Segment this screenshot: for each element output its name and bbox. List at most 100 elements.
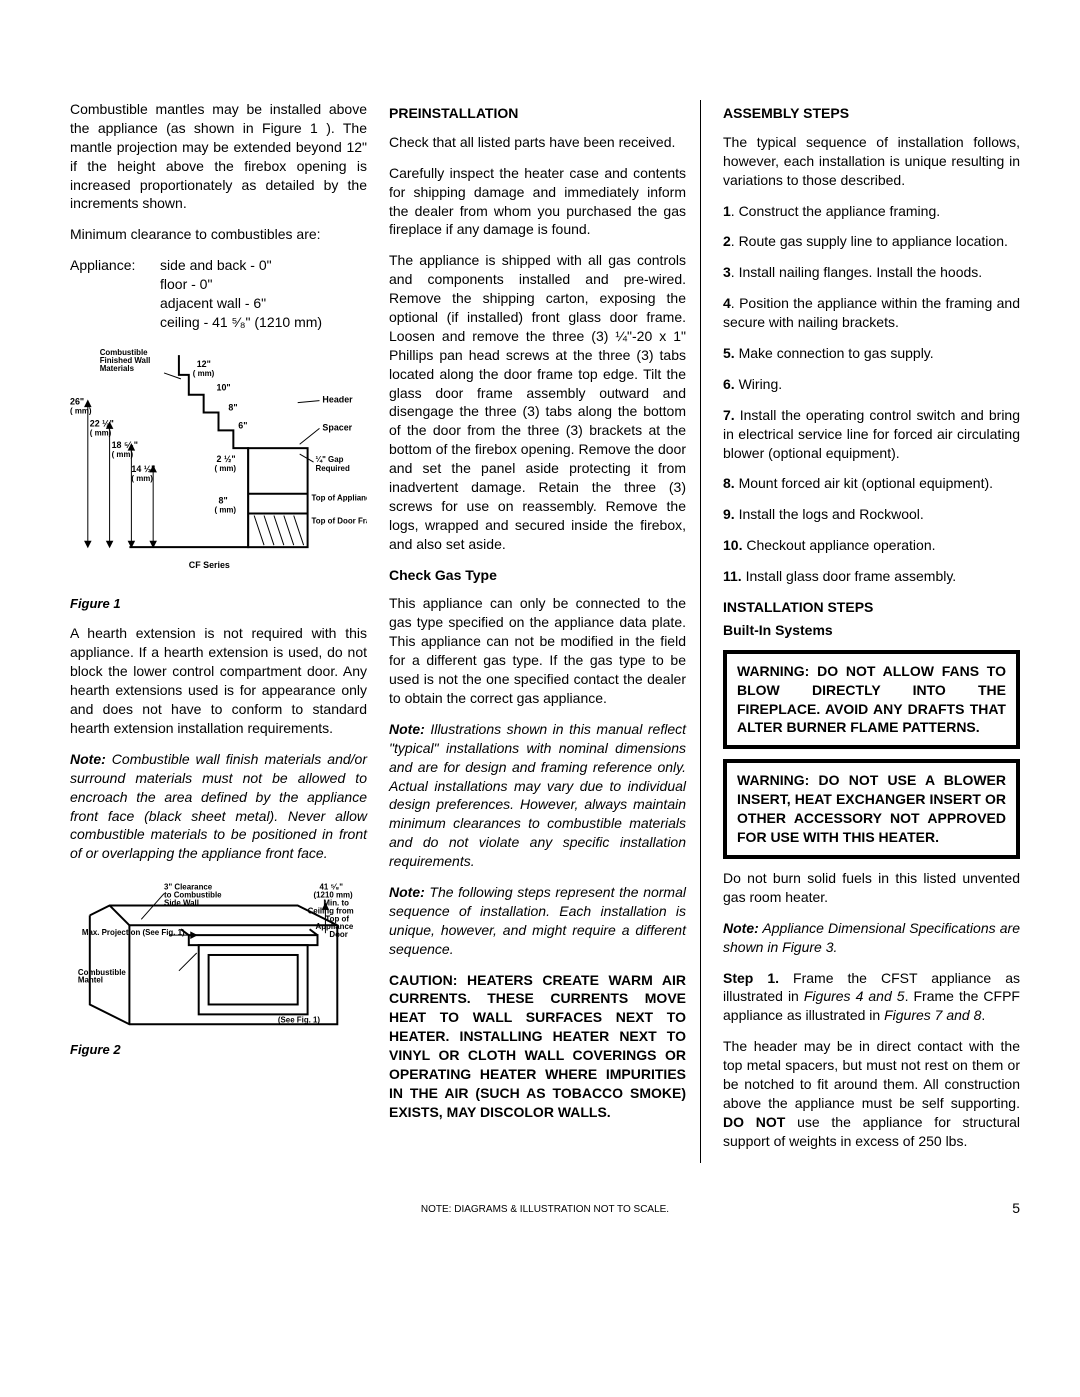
- step-num: 3: [723, 264, 731, 280]
- svg-text:6": 6": [238, 420, 247, 430]
- column-1: Combustible mantles may be installed abo…: [70, 100, 367, 1163]
- step-text: . Route gas supply line to appliance loc…: [731, 233, 1008, 249]
- clearance-line3: adjacent wall - 6": [160, 294, 367, 313]
- col1-p3: A hearth extension is not required with …: [70, 624, 367, 737]
- step-text: Install the logs and Rockwool.: [735, 506, 924, 522]
- assembly-steps-list: 1. Construct the appliance framing. 2. R…: [723, 202, 1020, 586]
- list-item: 11. Install glass door frame assembly.: [723, 567, 1020, 586]
- clearance-line1: side and back - 0": [160, 256, 367, 275]
- step-num: 1: [723, 203, 731, 219]
- clearance-line2: floor - 0": [160, 275, 367, 294]
- figure-1: Combustible Finished Wall Materials 12" …: [70, 344, 367, 587]
- figure-2: 3" Clearance to Combustible Side Wall Ma…: [70, 875, 367, 1033]
- list-item: 2. Route gas supply line to appliance lo…: [723, 232, 1020, 251]
- clearances-block: Appliance: side and back - 0" floor - 0"…: [70, 256, 367, 332]
- column-2: PREINSTALLATION Check that all listed pa…: [389, 100, 701, 1163]
- check-gas-heading: Check Gas Type: [389, 566, 686, 585]
- svg-text:¼" Gap: ¼" Gap: [316, 455, 344, 464]
- list-item: 5. Make connection to gas supply.: [723, 344, 1020, 363]
- footer: NOTE: DIAGRAMS & ILLUSTRATION NOT TO SCA…: [70, 1203, 1020, 1217]
- col3-p2: Do not burn solid fuels in this listed u…: [723, 869, 1020, 907]
- list-item: 6. Wiring.: [723, 375, 1020, 394]
- column-3: ASSEMBLY STEPS The typical sequence of i…: [723, 100, 1020, 1163]
- svg-text:22 ½": 22 ½": [90, 418, 114, 428]
- step-num: 8.: [723, 475, 735, 491]
- caution-text: CAUTION: HEATERS CREATE WARM AIR CURRENT…: [389, 971, 686, 1122]
- svg-text:( mm): ( mm): [112, 450, 134, 459]
- step-lead: Step 1.: [723, 970, 779, 986]
- note-lead: Note:: [389, 721, 425, 737]
- note-lead: Note:: [723, 920, 759, 936]
- col3-p3: The header may be in direct contact with…: [723, 1037, 1020, 1150]
- figure-2-caption: Figure 2: [70, 1041, 367, 1059]
- step-num: 11.: [723, 568, 742, 584]
- fig-ref: Figures 7 and 8: [884, 1007, 981, 1023]
- col2-p3: The appliance is shipped with all gas co…: [389, 251, 686, 553]
- col2-note2: Note: Illustrations shown in this manual…: [389, 720, 686, 871]
- step-text: . Position the appliance within the fram…: [723, 295, 1020, 330]
- col1-p1: Combustible mantles may be installed abo…: [70, 100, 367, 213]
- figure-1-caption: Figure 1: [70, 595, 367, 613]
- install-steps-heading-a: INSTALLATION STEPS: [723, 598, 1020, 617]
- svg-text:Header: Header: [322, 394, 353, 404]
- col3-note4: Note: Appliance Dimensional Specificatio…: [723, 919, 1020, 957]
- svg-text:10": 10": [217, 383, 231, 393]
- svg-text:( mm): ( mm): [193, 369, 215, 378]
- t: .: [981, 1007, 985, 1023]
- svg-text:( mm): ( mm): [90, 428, 112, 437]
- step-1-paragraph: Step 1. Frame the CFST appliance as illu…: [723, 969, 1020, 1026]
- svg-text:18 ⁵⁄₈": 18 ⁵⁄₈": [112, 440, 138, 450]
- list-item: 4. Position the appliance within the fra…: [723, 294, 1020, 332]
- warning-box-1: WARNING: DO NOT ALLOW FANS TO BLOW DIREC…: [723, 650, 1020, 750]
- donot: DO NOT: [723, 1114, 785, 1130]
- preinstallation-heading: PREINSTALLATION: [389, 104, 686, 123]
- svg-text:Spacer: Spacer: [322, 422, 352, 432]
- svg-text:8": 8": [219, 495, 228, 505]
- svg-text:( mm): ( mm): [131, 474, 153, 483]
- note-body: The following steps represent the normal…: [389, 884, 686, 957]
- step-text: . Install nailing flanges. Install the h…: [731, 264, 982, 280]
- svg-text:12": 12": [197, 359, 211, 369]
- svg-text:( mm): ( mm): [215, 505, 237, 514]
- clearance-values: side and back - 0" floor - 0" adjacent w…: [160, 256, 367, 332]
- step-num: 5.: [723, 345, 735, 361]
- note-body: Combustible wall finish materials and/or…: [70, 751, 367, 861]
- svg-text:( mm): ( mm): [70, 406, 92, 415]
- page-number: 5: [1012, 1199, 1020, 1218]
- note-lead: Note:: [70, 751, 106, 767]
- install-steps-heading-b: Built-In Systems: [723, 621, 1020, 640]
- svg-text:Required: Required: [316, 464, 350, 473]
- svg-text:Materials: Materials: [100, 364, 135, 373]
- svg-text:(See Fig. 1): (See Fig. 1): [278, 1015, 321, 1024]
- list-item: 10. Checkout appliance operation.: [723, 536, 1020, 555]
- col1-p2: Minimum clearance to combustibles are:: [70, 225, 367, 244]
- svg-text:Max. Projection (See Fig. 1): Max. Projection (See Fig. 1): [82, 928, 185, 937]
- svg-text:( mm): ( mm): [215, 464, 237, 473]
- step-num: 9.: [723, 506, 735, 522]
- step-text: Make connection to gas supply.: [735, 345, 934, 361]
- page-columns: Combustible mantles may be installed abo…: [70, 100, 1020, 1163]
- col2-p2: Carefully inspect the heater case and co…: [389, 164, 686, 240]
- step-num: 6.: [723, 376, 735, 392]
- svg-text:14 ½": 14 ½": [131, 464, 155, 474]
- svg-text:Side Wall: Side Wall: [164, 899, 199, 908]
- svg-text:Mantel: Mantel: [78, 976, 103, 985]
- step-text: Checkout appliance operation.: [742, 537, 935, 553]
- svg-text:CF Series: CF Series: [189, 560, 230, 570]
- step-num: 10.: [723, 537, 742, 553]
- clearance-label: Appliance:: [70, 256, 160, 332]
- step-num: 4: [723, 295, 731, 311]
- svg-text:2 ½": 2 ½": [217, 454, 236, 464]
- svg-text:8": 8": [228, 402, 237, 412]
- step-num: 2: [723, 233, 731, 249]
- step-text: Install glass door frame assembly.: [742, 568, 957, 584]
- fig-ref: Figures 4 and 5: [804, 988, 905, 1004]
- clearance-line4: ceiling - 41 ⁵⁄₈" (1210 mm): [160, 313, 367, 332]
- step-text: Wiring.: [735, 376, 782, 392]
- footer-note: NOTE: DIAGRAMS & ILLUSTRATION NOT TO SCA…: [421, 1204, 669, 1215]
- col2-p4: This appliance can only be connected to …: [389, 594, 686, 707]
- list-item: 9. Install the logs and Rockwool.: [723, 505, 1020, 524]
- list-item: 3. Install nailing flanges. Install the …: [723, 263, 1020, 282]
- step-text: Mount forced air kit (optional equipment…: [735, 475, 993, 491]
- note-lead: Note:: [389, 884, 425, 900]
